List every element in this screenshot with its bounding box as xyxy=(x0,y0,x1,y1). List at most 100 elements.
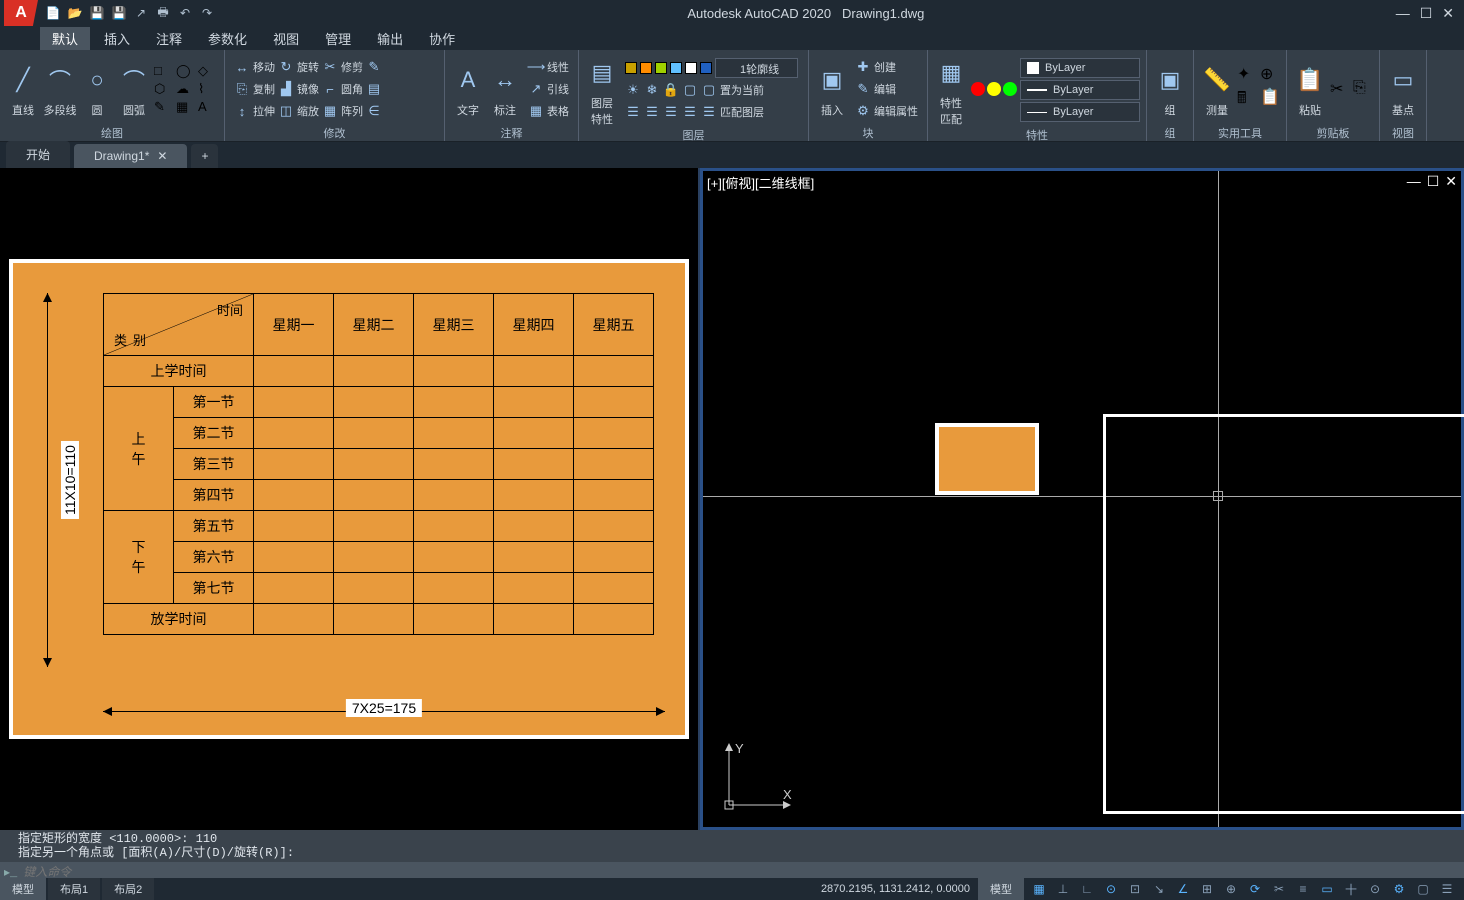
status-toggle[interactable]: ≡ xyxy=(1292,880,1314,898)
clip-body-tool[interactable]: 📋粘贴 xyxy=(1293,60,1327,118)
close-tab-icon[interactable]: ✕ xyxy=(157,149,167,163)
status-toggle[interactable]: ⟳ xyxy=(1244,880,1266,898)
property-combo[interactable]: ByLayer xyxy=(1020,102,1140,122)
icon[interactable]: ⊕ xyxy=(1260,64,1280,84)
tab-drawing[interactable]: Drawing1*✕ xyxy=(74,144,187,168)
draw-icon[interactable]: ▦ xyxy=(176,99,196,115)
icon[interactable]: ✂ xyxy=(1330,79,1350,99)
layer-icon[interactable]: ☀ xyxy=(625,82,641,98)
status-toggle[interactable]: ⊙ xyxy=(1100,880,1122,898)
draw-icon[interactable]: ⌇ xyxy=(198,81,218,97)
status-toggle[interactable]: ⊡ xyxy=(1124,880,1146,898)
layer-icon[interactable]: ☰ xyxy=(682,104,698,120)
layer-icon[interactable]: ▢ xyxy=(682,82,698,98)
modify-icon[interactable]: ↻ xyxy=(278,59,294,75)
annot-row[interactable]: ▦表格 xyxy=(525,101,572,121)
modify-icon[interactable]: ▟ xyxy=(278,81,294,97)
modify-icon[interactable]: ⌐ xyxy=(322,81,338,97)
menu-item[interactable]: 输出 xyxy=(365,27,415,50)
draw-tool[interactable]: ⌒圆弧 xyxy=(117,60,151,118)
status-toggle[interactable]: ⊙ xyxy=(1364,880,1386,898)
modify-icon[interactable]: ∈ xyxy=(366,103,382,119)
icon[interactable]: 📋 xyxy=(1260,87,1280,114)
group-body-tool[interactable]: ▣组 xyxy=(1153,60,1187,118)
menu-item[interactable]: 参数化 xyxy=(196,27,259,50)
qat-button[interactable]: 🖶 xyxy=(154,4,172,22)
annot-tool[interactable]: ↔标注 xyxy=(488,60,522,118)
vp-minimize-icon[interactable]: — xyxy=(1407,173,1421,190)
block-row[interactable]: ⚙编辑属性 xyxy=(852,101,921,121)
menu-item[interactable]: 默认 xyxy=(40,27,90,50)
layer-icon[interactable]: 🔒 xyxy=(663,82,679,98)
status-toggle[interactable]: ⊞ xyxy=(1196,880,1218,898)
layer-icon[interactable]: ☰ xyxy=(663,104,679,120)
layout-tab[interactable]: 模型 xyxy=(0,878,46,900)
tab-start[interactable]: 开始 xyxy=(6,141,70,168)
property-combo[interactable]: ByLayer xyxy=(1020,58,1140,78)
app-icon[interactable]: A xyxy=(4,0,38,26)
layer-icon[interactable]: ☰ xyxy=(701,104,717,120)
icon[interactable]: 🖩 xyxy=(1237,87,1257,114)
draw-icon[interactable]: □ xyxy=(154,63,174,79)
draw-tool[interactable]: ⌒多段线 xyxy=(43,60,77,118)
modify-icon[interactable]: ◫ xyxy=(278,103,294,119)
status-toggle[interactable]: ▦ xyxy=(1028,880,1050,898)
draw-icon[interactable]: ☁ xyxy=(176,81,196,97)
status-toggle[interactable]: ☰ xyxy=(1436,880,1458,898)
modify-icon[interactable]: ✎ xyxy=(366,59,382,75)
minimize-icon[interactable]: — xyxy=(1396,5,1410,22)
block-row[interactable]: ✎编辑 xyxy=(852,79,921,99)
command-input[interactable] xyxy=(23,865,1460,879)
status-toggle[interactable]: ⊕ xyxy=(1220,880,1242,898)
status-toggle[interactable]: ⚙ xyxy=(1388,880,1410,898)
modify-icon[interactable]: ▦ xyxy=(322,103,338,119)
annot-row[interactable]: ⟶线性 xyxy=(525,57,572,77)
layer-icon[interactable]: ❄ xyxy=(644,82,660,98)
qat-button[interactable]: ↶ xyxy=(176,4,194,22)
qat-button[interactable]: 📂 xyxy=(66,4,84,22)
viewport-right[interactable]: [+][俯视][二维线框] — ☐ ✕ X Y xyxy=(700,168,1464,830)
modify-icon[interactable]: ✂ xyxy=(322,59,338,75)
menu-item[interactable]: 视图 xyxy=(261,27,311,50)
menu-item[interactable]: 注释 xyxy=(144,27,194,50)
viewport-left[interactable]: 11X10=110 时间 类别 星期一星期二星期三星期四星期五 上学时间 上 午… xyxy=(0,168,700,830)
match-properties[interactable]: ▦特性 匹配 xyxy=(934,53,968,127)
layer-icon[interactable]: ▢ xyxy=(701,82,717,98)
status-toggle[interactable]: ✂ xyxy=(1268,880,1290,898)
draw-icon[interactable]: ✎ xyxy=(154,99,174,115)
view-body-tool[interactable]: ▭基点 xyxy=(1386,60,1420,118)
qat-button[interactable]: 📄 xyxy=(44,4,62,22)
property-combo[interactable]: ByLayer xyxy=(1020,80,1140,100)
qat-button[interactable]: 💾 xyxy=(110,4,128,22)
new-tab-button[interactable]: + xyxy=(191,144,218,168)
status-toggle[interactable]: ∠ xyxy=(1172,880,1194,898)
qat-button[interactable]: ↗ xyxy=(132,4,150,22)
draw-icon[interactable]: A xyxy=(198,99,218,115)
maximize-icon[interactable]: ☐ xyxy=(1420,5,1433,22)
status-toggle[interactable]: ↘ xyxy=(1148,880,1170,898)
status-mode[interactable]: 模型 xyxy=(978,878,1024,900)
icon[interactable]: ✦ xyxy=(1237,64,1257,84)
block-row[interactable]: ✚创建 xyxy=(852,57,921,77)
draw-tool[interactable]: ╱直线 xyxy=(6,60,40,118)
layer-combo[interactable]: 1轮廓线 xyxy=(715,58,798,78)
modify-icon[interactable]: ↕ xyxy=(234,103,250,119)
close-icon[interactable]: ✕ xyxy=(1442,5,1454,22)
util-body-tool[interactable]: 📏测量 xyxy=(1200,60,1234,118)
layer-properties[interactable]: ▤图层 特性 xyxy=(585,53,619,127)
viewport-label[interactable]: [+][俯视][二维线框] xyxy=(707,173,814,192)
status-toggle[interactable]: ▢ xyxy=(1412,880,1434,898)
annot-row[interactable]: ↗引线 xyxy=(525,79,572,99)
layout-tab[interactable]: 布局2 xyxy=(102,878,154,900)
draw-icon[interactable]: ⬡ xyxy=(154,81,174,97)
modify-icon[interactable]: ⎘ xyxy=(234,81,250,97)
draw-icon[interactable]: ◯ xyxy=(176,63,196,79)
status-toggle[interactable]: ▭ xyxy=(1316,880,1338,898)
icon[interactable]: ⎘ xyxy=(1353,79,1373,99)
layer-icon[interactable]: ☰ xyxy=(625,104,641,120)
qat-button[interactable]: 💾 xyxy=(88,4,106,22)
qat-button[interactable]: ↷ xyxy=(198,4,216,22)
insert-block[interactable]: ▣插入 xyxy=(815,60,849,118)
menu-item[interactable]: 协作 xyxy=(417,27,467,50)
status-toggle[interactable]: ⊥ xyxy=(1052,880,1074,898)
